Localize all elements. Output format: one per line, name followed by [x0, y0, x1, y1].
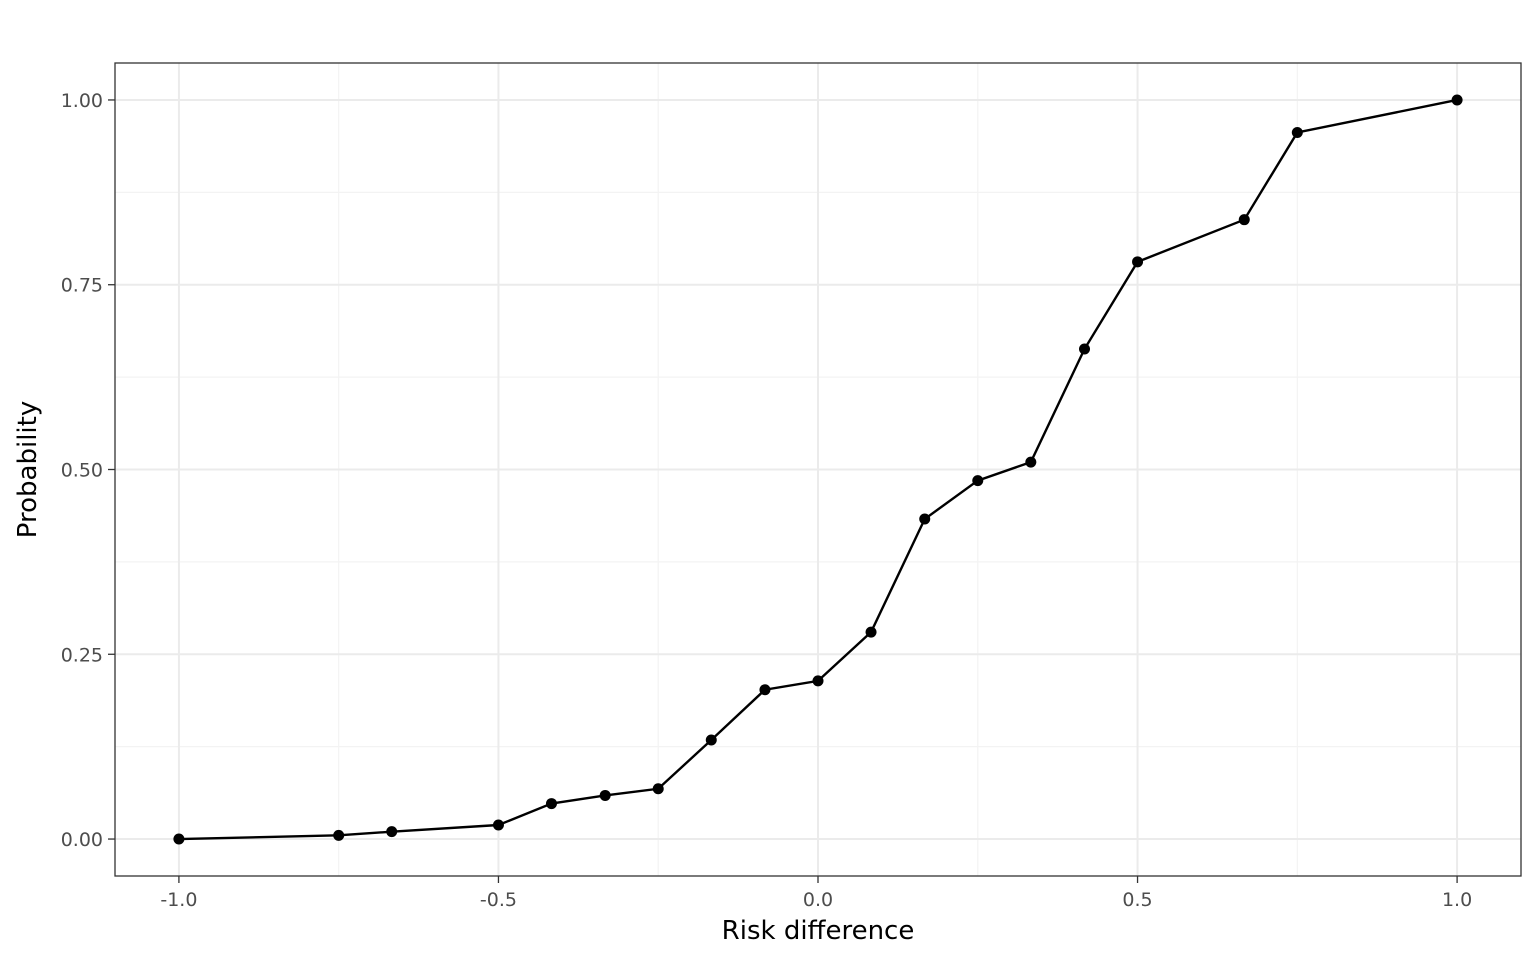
major-gridlines	[115, 63, 1521, 876]
y-tick-label: 0.00	[61, 829, 103, 851]
data-point	[865, 626, 877, 638]
data-point	[919, 513, 931, 525]
data-point	[972, 475, 984, 487]
data-point	[652, 783, 664, 795]
x-tick-label: -0.5	[480, 889, 517, 911]
data-point	[705, 734, 717, 746]
series-layer	[173, 94, 1463, 845]
x-tick-label: -1.0	[160, 889, 197, 911]
y-tick-label: 0.25	[61, 644, 103, 666]
x-axis-ticks: -1.0 -0.5 0.0 0.5 1.0	[160, 876, 1472, 911]
data-point	[1291, 126, 1303, 138]
data-point	[1132, 256, 1144, 268]
data-point	[1079, 343, 1091, 355]
data-point	[545, 798, 557, 810]
data-point	[812, 675, 824, 687]
x-tick-label: 1.0	[1442, 889, 1472, 911]
x-tick-label: 0.5	[1122, 889, 1152, 911]
y-tick-label: 1.00	[61, 90, 103, 112]
x-tick-label: 0.0	[803, 889, 833, 911]
data-point	[759, 684, 771, 696]
y-axis-title: Probability	[13, 401, 43, 538]
data-point	[492, 819, 504, 831]
data-point	[333, 829, 345, 841]
y-tick-label: 0.50	[61, 460, 103, 482]
y-axis-ticks: 0.00 0.25 0.50 0.75 1.00	[61, 90, 115, 851]
data-point	[1238, 214, 1250, 226]
data-point	[1451, 94, 1463, 106]
data-point	[386, 826, 398, 838]
y-tick-label: 0.75	[61, 275, 103, 297]
data-point	[599, 789, 611, 801]
x-axis-title: Risk difference	[722, 916, 915, 946]
data-point	[1025, 456, 1037, 468]
data-point	[173, 833, 185, 845]
